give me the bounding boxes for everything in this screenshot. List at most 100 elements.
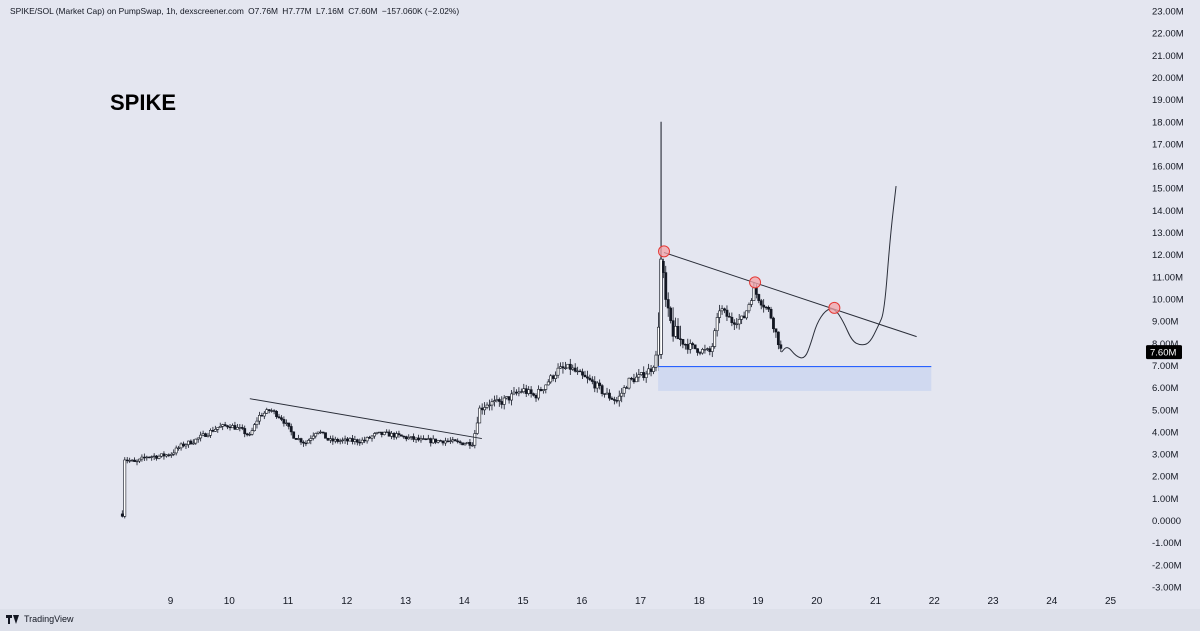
candle-body	[657, 326, 660, 356]
candle-body	[512, 391, 516, 395]
candle-body	[265, 409, 269, 414]
candle-body	[199, 434, 203, 439]
y-axis[interactable]: 23.00M 22.00M 21.00M 20.00M 19.00M 18.00M 17.0…	[1146, 7, 1184, 594]
candle-body	[390, 433, 393, 437]
candle-body	[637, 374, 641, 378]
candle-body	[732, 322, 736, 325]
candle-body	[194, 438, 198, 444]
candle-body	[399, 434, 403, 437]
candle-body	[603, 393, 606, 395]
candle-body	[625, 387, 628, 389]
y-tick-label: 22.00M	[1152, 29, 1184, 40]
candle-body	[705, 348, 709, 350]
candle-body	[507, 396, 511, 401]
plot-area[interactable]	[120, 121, 783, 519]
candle-body	[272, 410, 276, 412]
candle-body	[351, 438, 354, 442]
candle-body	[757, 294, 761, 301]
candle-body	[581, 371, 584, 376]
x-axis[interactable]: 9 10 11 12 13 14 15 16 17 18 19 20 21 22 23 24 25	[168, 596, 1117, 607]
candle-body	[524, 388, 528, 394]
candle-body	[461, 442, 464, 446]
candle-body	[145, 456, 149, 459]
candle-body	[346, 438, 349, 442]
candle-body	[730, 316, 734, 323]
candle-body	[277, 416, 281, 419]
y-tick-label: 5.00M	[1152, 405, 1178, 416]
y-tick-label: 21.00M	[1152, 51, 1184, 62]
candle-body	[664, 272, 668, 300]
price-chart[interactable]: 23.00M 22.00M 21.00M 20.00M 19.00M 18.00M 17.0…	[0, 0, 1200, 609]
x-tick-label: 20	[811, 596, 823, 607]
candle-body	[772, 317, 775, 330]
candle-body	[490, 401, 494, 406]
candle-body	[128, 460, 132, 462]
candle-body	[600, 385, 604, 394]
candle-body	[260, 415, 264, 417]
y-tick-label: 19.00M	[1152, 95, 1184, 106]
candle-body	[441, 440, 445, 444]
candle-body	[302, 441, 305, 444]
candle-body	[365, 437, 369, 442]
candle-body	[630, 377, 633, 380]
candle-body	[715, 317, 719, 332]
y-tick-label: 3.00M	[1152, 450, 1178, 461]
chart-header: SPIKE/SOL (Market Cap) on PumpSwap, 1h, …	[10, 6, 461, 16]
candle-body	[338, 440, 342, 442]
tradingview-logo[interactable]: TradingView	[6, 614, 74, 624]
candle-body	[439, 440, 442, 442]
projection-path	[781, 185, 897, 359]
candle-body	[544, 384, 548, 390]
candle-body	[228, 426, 232, 429]
candle-body	[480, 407, 484, 411]
candle-body	[647, 368, 651, 375]
candle-body	[311, 435, 315, 439]
candle-body	[240, 427, 244, 429]
candle-body	[360, 439, 364, 444]
candle-body	[353, 439, 357, 442]
current-price-label: 7.60M	[1150, 348, 1176, 359]
candle-body	[554, 374, 558, 379]
candle-body	[608, 392, 611, 399]
candle-body	[223, 424, 227, 427]
candle-body	[571, 367, 575, 370]
candle-body	[639, 372, 643, 375]
candle-body	[527, 389, 531, 394]
x-tick-label: 22	[929, 596, 941, 607]
candle-body	[478, 407, 482, 424]
candle-body	[493, 400, 496, 403]
candle-body	[404, 436, 408, 440]
candle-body	[475, 422, 479, 434]
x-tick-label: 13	[400, 596, 412, 607]
candle-body	[155, 455, 158, 459]
x-tick-label: 14	[459, 596, 471, 607]
candle-body	[652, 366, 655, 372]
candle-body	[270, 410, 274, 412]
candle-body	[123, 459, 127, 517]
candle-body	[235, 427, 239, 430]
y-tick-label: 7.00M	[1152, 361, 1178, 372]
candle-body	[654, 354, 658, 368]
ohlc-low: L7.16M	[315, 6, 344, 16]
candle-body	[674, 325, 677, 337]
candle-body	[444, 440, 447, 444]
candle-body	[686, 344, 690, 350]
candle-body	[448, 440, 452, 443]
candle-body	[622, 387, 626, 394]
candle-body	[191, 442, 195, 445]
candle-body	[774, 328, 778, 333]
candle-body	[336, 439, 340, 442]
x-tick-label: 19	[752, 596, 764, 607]
candle-body	[253, 424, 256, 431]
candle-body	[309, 438, 313, 441]
candle-body	[470, 444, 474, 447]
ohlc-open: O7.76M	[248, 6, 278, 16]
candle-body	[280, 417, 283, 420]
touch-marker	[828, 301, 841, 314]
candle-body	[764, 306, 768, 309]
candle-body	[434, 438, 438, 443]
candle-body	[742, 315, 746, 319]
candle-body	[671, 320, 675, 337]
candle-body	[189, 440, 193, 445]
candle-body	[488, 404, 491, 407]
